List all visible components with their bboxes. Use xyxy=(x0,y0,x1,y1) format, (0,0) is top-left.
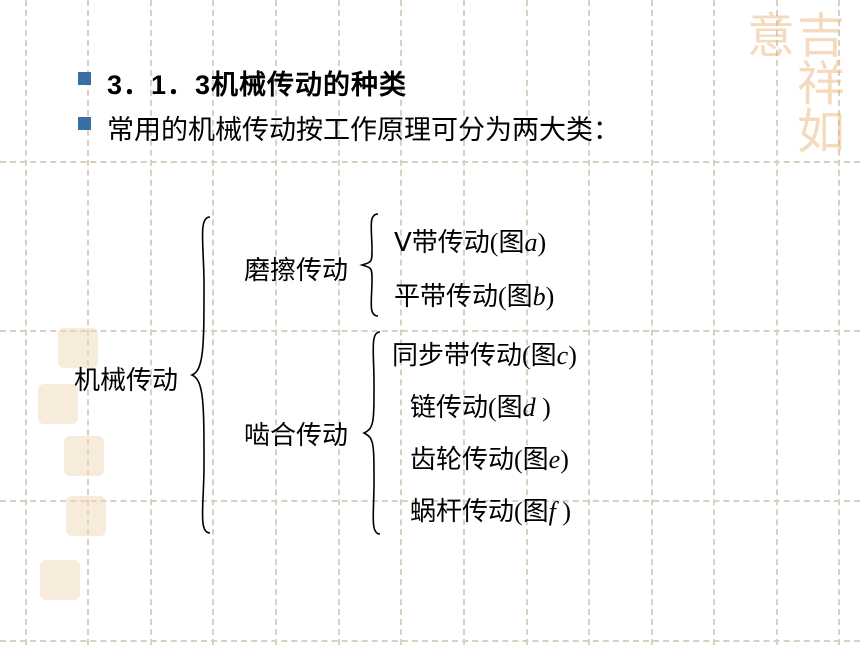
tree-leaf: 平带传动(图b) xyxy=(394,276,554,313)
grid-line-vertical xyxy=(776,0,778,645)
grid-line-vertical xyxy=(463,0,465,645)
leaf-text: ) xyxy=(556,497,571,526)
leaf-text: ) xyxy=(560,445,569,474)
leaf-var: d xyxy=(523,393,536,422)
tree-leaf: 同步带传动(图c) xyxy=(392,335,577,372)
tree-group-label: 啮合传动 xyxy=(244,415,348,452)
leaf-var: c xyxy=(557,341,569,370)
bullet-icon xyxy=(78,117,91,130)
leaf-text: ) xyxy=(568,341,577,370)
brace-icon xyxy=(358,328,386,538)
brace-icon xyxy=(356,210,384,320)
tree-group-label: 磨擦传动 xyxy=(244,250,348,287)
decorative-seal-large: 吉祥如意 xyxy=(710,10,840,175)
tree-leaf: Ⅴ带传动(图a) xyxy=(394,222,546,259)
grid-line-vertical xyxy=(526,0,528,645)
tree-leaf: 齿轮传动(图e) xyxy=(410,439,569,476)
grid-line-vertical xyxy=(588,0,590,645)
leaf-text: ) xyxy=(536,393,551,422)
leaf-var: f xyxy=(549,497,556,526)
leaf-text: 平带传动(图 xyxy=(394,282,533,311)
leaf-text: ) xyxy=(537,228,546,257)
tree-root-label: 机械传动 xyxy=(74,360,178,397)
tree-leaf: 链传动(图d ) xyxy=(410,387,551,424)
bullet-icon xyxy=(78,72,91,85)
grid-line-horizontal xyxy=(0,640,860,642)
leaf-text: ) xyxy=(546,282,555,311)
decorative-seal-small xyxy=(64,436,104,476)
decorative-seal-small xyxy=(38,384,78,424)
leaf-text: 同步带传动(图 xyxy=(392,341,557,370)
section-title: 3．1．3机械传动的种类 xyxy=(107,63,407,102)
grid-line-vertical xyxy=(713,0,715,645)
decorative-seal-small xyxy=(66,496,106,536)
leaf-var: e xyxy=(549,445,561,474)
section-subtitle: 常用的机械传动按工作原理可分为两大类： xyxy=(107,108,620,147)
tree-leaf: 蜗杆传动(图f ) xyxy=(410,491,571,528)
leaf-var: a xyxy=(524,228,537,257)
leaf-text: 齿轮传动(图 xyxy=(410,445,549,474)
leaf-text: Ⅴ带传动(图 xyxy=(394,228,524,257)
grid-line-horizontal xyxy=(0,161,860,163)
decorative-seal-small xyxy=(40,560,80,600)
subtitle-row: 常用的机械传动按工作原理可分为两大类： xyxy=(78,108,620,147)
leaf-text: 链传动(图 xyxy=(410,393,523,422)
leaf-var: b xyxy=(533,282,546,311)
brace-icon xyxy=(186,215,216,535)
grid-line-vertical xyxy=(838,0,840,645)
leaf-text: 蜗杆传动(图 xyxy=(410,497,549,526)
grid-line-vertical xyxy=(651,0,653,645)
grid-line-horizontal xyxy=(0,330,860,332)
heading-row: 3．1．3机械传动的种类 xyxy=(78,63,407,102)
grid-line-vertical xyxy=(25,0,27,645)
